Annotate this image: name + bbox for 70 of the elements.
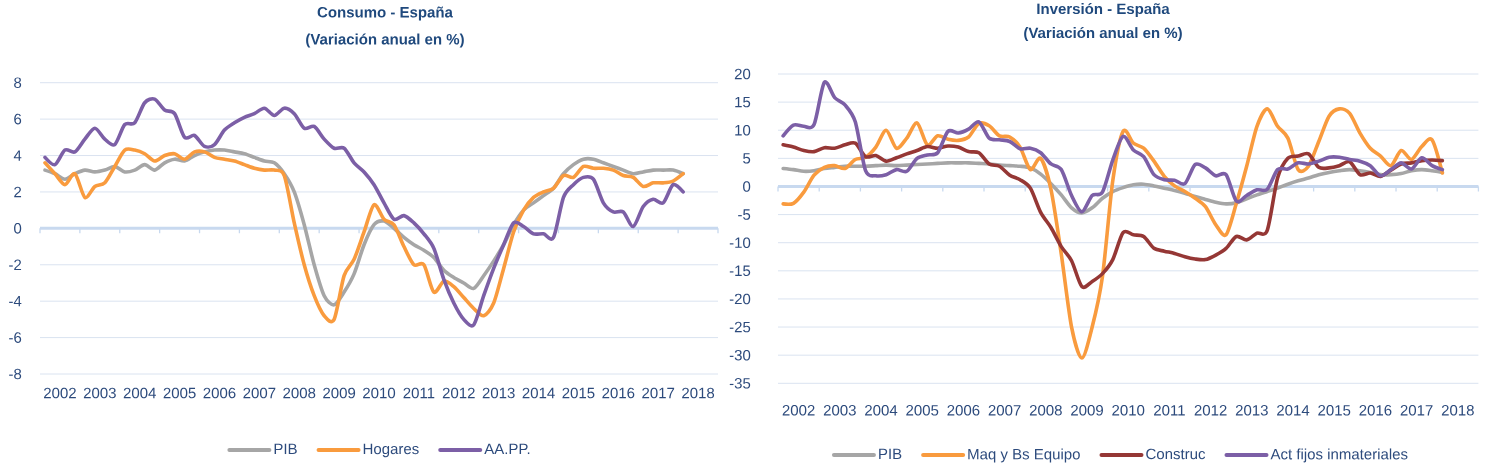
y-tick-label: -15 xyxy=(729,265,751,277)
y-tick-label: 5 xyxy=(743,153,751,164)
x-tick-label: 2005 xyxy=(906,405,939,416)
y-tick-label: 20 xyxy=(734,68,751,80)
x-tick-label: 2013 xyxy=(482,387,515,399)
x-tick-label: 2003 xyxy=(83,387,116,399)
y-tick-label: 15 xyxy=(735,96,751,108)
chart-title: Consumo - España xyxy=(317,6,453,21)
x-tick-label: 2006 xyxy=(947,405,980,416)
x-tick-label: 2012 xyxy=(442,387,475,399)
x-tick-label: 2012 xyxy=(1194,405,1227,416)
y-tick-label: 2 xyxy=(14,186,22,198)
chart-title: Inversión - España xyxy=(1037,2,1170,18)
y-tick-label: -6 xyxy=(9,332,22,343)
legend-label: AA.PP. xyxy=(484,443,530,455)
line-series xyxy=(43,96,685,327)
x-tick-label: 2002 xyxy=(782,405,815,416)
x-tick-label: 2016 xyxy=(1359,405,1392,416)
x-tick-label: 2016 xyxy=(602,387,635,399)
x-tick-label: 2003 xyxy=(823,405,856,416)
y-tick-label: -4 xyxy=(9,296,22,307)
y-tick-label: -8 xyxy=(9,368,22,380)
x-tick-label: 2008 xyxy=(1029,405,1062,416)
x-tick-label: 2010 xyxy=(1112,405,1145,416)
legend-label: PIB xyxy=(274,443,297,455)
y-tick-label: -10 xyxy=(729,237,751,249)
y-tick-label: 8 xyxy=(14,77,22,89)
x-tick-label: 2017 xyxy=(1400,405,1433,416)
x-tick-label: 2018 xyxy=(682,387,715,399)
chart-subtitle: (Variación anual en %) xyxy=(1024,26,1182,42)
x-tick-label: 2009 xyxy=(323,387,356,399)
y-tick-label: -20 xyxy=(729,293,751,305)
line-series xyxy=(781,141,1445,289)
x-tick-label: 2009 xyxy=(1071,405,1103,416)
legend-label: Hogares xyxy=(363,443,419,458)
x-tick-label: 2007 xyxy=(988,405,1021,416)
x-tick-label: 2014 xyxy=(1277,405,1310,416)
y-tick-label: 0 xyxy=(743,181,751,192)
x-tick-label: 2007 xyxy=(243,387,276,399)
x-tick-label: 2008 xyxy=(283,387,316,399)
x-tick-label: 2010 xyxy=(363,387,396,399)
x-tick-label: 2015 xyxy=(1318,405,1351,416)
chart-subtitle: (Variación anual en %) xyxy=(306,33,464,48)
y-tick-label: -5 xyxy=(738,209,751,220)
line-series xyxy=(781,80,1445,214)
y-tick-label: -2 xyxy=(9,259,22,270)
y-tick-label: 4 xyxy=(13,150,22,161)
x-tick-label: 2013 xyxy=(1235,405,1268,416)
y-tick-label: -30 xyxy=(729,349,751,361)
legend-label: PIB xyxy=(879,448,902,460)
legend-label: Maq y Bs Equipo xyxy=(968,448,1080,463)
x-tick-label: 2011 xyxy=(1154,405,1185,416)
x-tick-label: 2014 xyxy=(522,387,555,399)
y-tick-label: 0 xyxy=(14,223,22,234)
x-tick-label: 2015 xyxy=(562,387,595,399)
legend-label: Construc xyxy=(1146,448,1206,460)
y-tick-label: 6 xyxy=(14,113,22,125)
x-tick-label: 2011 xyxy=(403,387,435,399)
x-tick-label: 2004 xyxy=(123,387,156,399)
x-tick-label: 2006 xyxy=(203,387,236,399)
x-tick-label: 2018 xyxy=(1441,405,1474,416)
y-tick-label: -35 xyxy=(729,378,751,389)
line-series xyxy=(781,107,1445,360)
x-tick-label: 2017 xyxy=(642,387,675,399)
legend-label: Act fijos inmateriales xyxy=(1270,448,1408,463)
y-tick-label: -25 xyxy=(729,321,751,333)
y-tick-label: 10 xyxy=(735,124,751,136)
x-tick-label: 2005 xyxy=(163,387,196,399)
x-tick-label: 2002 xyxy=(44,387,76,399)
x-tick-label: 2004 xyxy=(865,405,898,416)
